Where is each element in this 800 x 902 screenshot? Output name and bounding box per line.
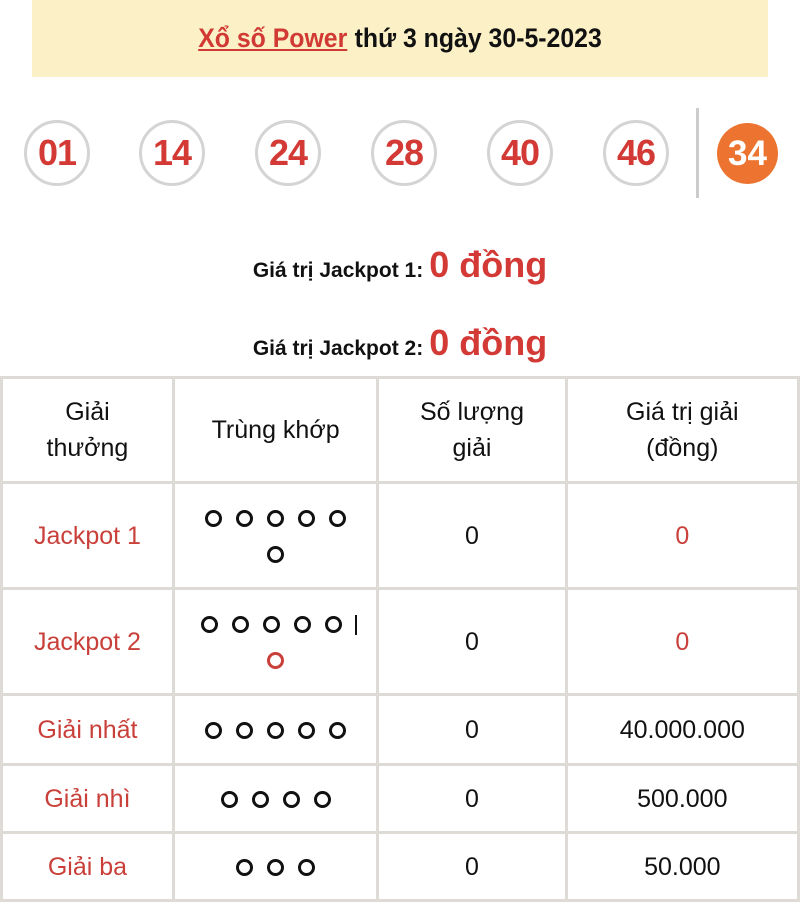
- table-row: Jackpot 2 0 0: [0, 587, 800, 696]
- number-ball: 01: [24, 120, 90, 186]
- prize-value: 0: [564, 587, 800, 696]
- match-circle-icon: [236, 722, 254, 740]
- match-circle-icon: [325, 616, 343, 634]
- number-ball: 46: [603, 120, 669, 186]
- number-ball: 40: [487, 120, 553, 186]
- match-circle-icon: [298, 722, 316, 740]
- table-row: Giải ba 0 50.000: [0, 831, 800, 902]
- number-ball: 28: [371, 120, 437, 186]
- match-circle-icon: [294, 616, 312, 634]
- prize-count: 0: [376, 831, 568, 902]
- table-row: Giải nhất 0 40.000.000: [0, 693, 800, 766]
- prize-name: Giải nhất: [0, 693, 175, 766]
- match-pattern: [171, 693, 380, 766]
- match-circle-icon: [329, 722, 347, 740]
- match-circle-icon: [205, 510, 223, 528]
- match-circle-icon: [251, 791, 269, 809]
- table-row: Giải nhì 0 500.000: [0, 763, 800, 834]
- jackpot-1-value: Giá trị Jackpot 1: 0 đồng: [0, 244, 800, 286]
- jackpot-2-value: Giá trị Jackpot 2: 0 đồng: [0, 322, 800, 364]
- prize-name: Giải nhì: [0, 763, 175, 834]
- header-value: Giá trị giải (đồng): [564, 376, 800, 484]
- prize-name: Giải ba: [0, 831, 175, 902]
- match-circle-icon: [267, 722, 285, 740]
- jackpot-amount: 0 đồng: [429, 322, 548, 363]
- jackpot-label: Giá trị Jackpot 2:: [252, 337, 424, 360]
- prize-value: 50.000: [564, 831, 800, 902]
- match-circle-icon: [282, 791, 300, 809]
- match-circle-icon: [201, 616, 219, 634]
- match-circle-icon: [313, 791, 331, 809]
- prize-table: Giải thưởng Trùng khớp Số lượng giải Giá…: [0, 376, 800, 902]
- match-pattern: [171, 481, 380, 590]
- match-circle-icon: [263, 616, 281, 634]
- prize-value: 0: [564, 481, 800, 590]
- match-circle-icon: [298, 510, 316, 528]
- separator-bar: [355, 614, 358, 635]
- prize-count: 0: [376, 693, 568, 766]
- match-circle-icon: [205, 722, 223, 740]
- match-circle-icon: [232, 616, 250, 634]
- match-pattern: [171, 587, 380, 696]
- jackpot-label: Giá trị Jackpot 1:: [252, 259, 424, 282]
- header-prize: Giải thưởng: [0, 376, 175, 484]
- jackpot-amount: 0 đồng: [429, 244, 548, 285]
- match-circle-icon: [298, 859, 316, 877]
- header-match: Trùng khớp: [171, 376, 380, 484]
- match-circle-icon: [267, 510, 285, 528]
- prize-count: 0: [376, 481, 568, 590]
- power-match-circle-icon: [267, 652, 285, 670]
- prize-value: 40.000.000: [564, 693, 800, 766]
- match-pattern: [171, 763, 380, 834]
- prize-name: Jackpot 1: [0, 481, 175, 590]
- match-circle-icon: [267, 859, 285, 877]
- table-row: Jackpot 1 0 0: [0, 481, 800, 590]
- power-ball: 34: [717, 123, 778, 184]
- number-ball: 14: [139, 120, 205, 186]
- number-ball: 24: [255, 120, 321, 186]
- divider: [696, 108, 699, 198]
- prize-name: Jackpot 2: [0, 587, 175, 696]
- draw-date-title: thứ 3 ngày 30-5-2023: [354, 23, 602, 53]
- match-circle-icon: [220, 791, 238, 809]
- match-circle-icon: [267, 546, 285, 564]
- page-header: Xổ số Power thứ 3 ngày 30-5-2023: [32, 0, 768, 77]
- prize-value: 500.000: [564, 763, 800, 834]
- match-circle-icon: [329, 510, 347, 528]
- prize-count: 0: [376, 587, 568, 696]
- prize-count: 0: [376, 763, 568, 834]
- match-circle-icon: [236, 510, 254, 528]
- table-header-row: Giải thưởng Trùng khớp Số lượng giải Giá…: [0, 376, 800, 484]
- power-lottery-link[interactable]: Xổ số Power: [198, 23, 348, 53]
- match-pattern: [171, 831, 380, 902]
- header-count: Số lượng giải: [376, 376, 568, 484]
- match-circle-icon: [236, 859, 254, 877]
